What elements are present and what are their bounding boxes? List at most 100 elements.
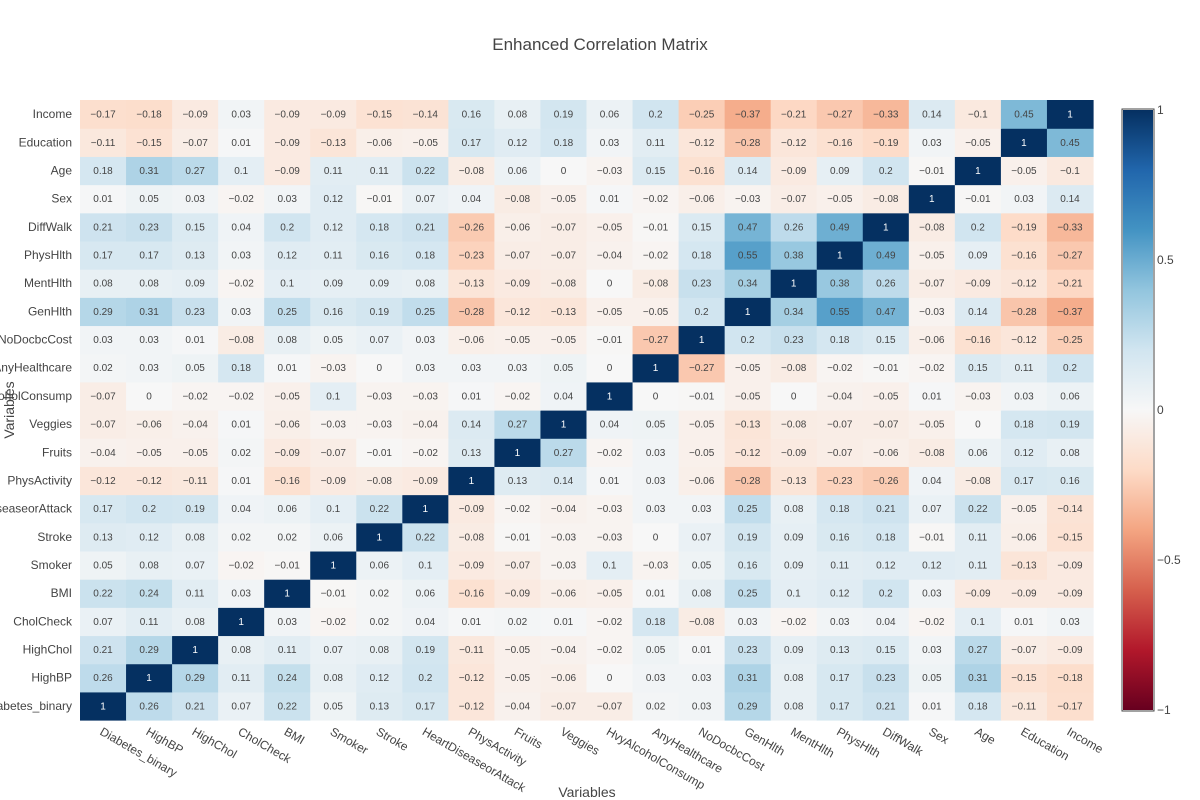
heatmap-cell bbox=[126, 466, 173, 496]
cell-value-label: −0.08 bbox=[781, 420, 807, 431]
cell-value-label: −0.08 bbox=[965, 476, 991, 487]
heatmap-cell bbox=[310, 100, 357, 129]
cell-value-label: 0.01 bbox=[231, 138, 251, 149]
cell-value-label: 0.25 bbox=[416, 307, 436, 318]
cell-value-label: 0.17 bbox=[139, 251, 159, 262]
heatmap-cell bbox=[586, 269, 634, 298]
cell-value-label: 0.27 bbox=[554, 448, 574, 459]
heatmap-cell bbox=[126, 269, 173, 298]
cell-value-label: −0.07 bbox=[90, 391, 116, 402]
cell-value-label: 0.03 bbox=[1014, 391, 1034, 402]
cell-value-label: −0.05 bbox=[551, 335, 577, 346]
heatmap-cell bbox=[724, 269, 772, 298]
heatmap-cell bbox=[586, 240, 634, 270]
cell-value-label: −0.09 bbox=[275, 448, 301, 459]
cell-value-label: −0.09 bbox=[459, 504, 485, 515]
heatmap-cell bbox=[310, 466, 357, 496]
cell-value-label: 0.17 bbox=[93, 504, 113, 515]
cell-value-label: 0.03 bbox=[462, 363, 482, 374]
heatmap-cell bbox=[632, 212, 680, 242]
heatmap-cell bbox=[540, 494, 588, 524]
heatmap-cell bbox=[172, 410, 219, 439]
cell-value-label: −0.13 bbox=[459, 279, 485, 290]
heatmap-cell bbox=[310, 184, 357, 214]
heatmap-cell bbox=[310, 353, 357, 383]
cell-value-label: −0.02 bbox=[229, 194, 255, 205]
cell-value-label: 0.21 bbox=[876, 504, 896, 515]
heatmap-cell bbox=[402, 269, 449, 298]
heatmap-cell bbox=[310, 550, 357, 580]
cell-value-label: 0.22 bbox=[370, 504, 390, 515]
cell-value-label: 0.08 bbox=[231, 645, 251, 656]
cell-value-label: −0.07 bbox=[182, 138, 208, 149]
heatmap-cell bbox=[908, 184, 956, 214]
cell-value-label: 0.01 bbox=[1014, 617, 1034, 628]
cell-value-label: −0.06 bbox=[275, 420, 301, 431]
cell-value-label: 0.19 bbox=[185, 504, 205, 515]
x-tick-label: Fruits bbox=[512, 724, 545, 751]
cell-value-label: −0.03 bbox=[321, 420, 347, 431]
cell-value-label: −0.04 bbox=[505, 701, 531, 712]
heatmap-cell bbox=[816, 550, 864, 580]
heatmap-cell bbox=[402, 100, 449, 129]
heatmap-cell bbox=[724, 128, 772, 157]
heatmap-cell bbox=[816, 156, 864, 186]
cell-value-label: −0.05 bbox=[873, 391, 899, 402]
heatmap-cell bbox=[448, 381, 496, 411]
heatmap-cell bbox=[954, 466, 1002, 496]
cell-value-label: 0.16 bbox=[738, 561, 758, 572]
heatmap-cell bbox=[310, 325, 357, 355]
cell-value-label: −0.06 bbox=[689, 476, 715, 487]
heatmap-cell bbox=[356, 607, 403, 637]
cell-value-label: 0.03 bbox=[692, 504, 712, 515]
heatmap-cell bbox=[724, 353, 772, 383]
cell-value-label: 0.18 bbox=[370, 222, 390, 233]
heatmap-cell bbox=[172, 184, 219, 214]
cell-value-label: 0.18 bbox=[231, 363, 251, 374]
colorbar: 1 0.5 0 −0.5 −1 bbox=[1121, 103, 1181, 717]
cell-value-label: −0.01 bbox=[919, 166, 945, 177]
cell-value-label: 0.03 bbox=[922, 589, 942, 600]
heatmap-cell bbox=[724, 579, 772, 608]
cell-value-label: 0.05 bbox=[922, 673, 942, 684]
heatmap-cell bbox=[908, 438, 956, 467]
heatmap-cell bbox=[908, 607, 956, 637]
cell-value-label: 0.38 bbox=[784, 251, 804, 262]
heatmap-cell bbox=[540, 691, 588, 721]
cell-value-label: −0.07 bbox=[827, 448, 853, 459]
cell-value-label: 0.11 bbox=[278, 645, 297, 656]
cell-value-label: 0.08 bbox=[784, 673, 804, 684]
cell-value-label: −0.14 bbox=[413, 110, 439, 121]
cell-value-label: −0.02 bbox=[505, 504, 531, 515]
heatmap-cell bbox=[1000, 269, 1048, 298]
cell-value-label: 0.11 bbox=[324, 166, 343, 177]
cell-value-label: −0.05 bbox=[643, 307, 669, 318]
cell-value-label: −0.16 bbox=[689, 166, 715, 177]
cell-value-label: 0.03 bbox=[1014, 194, 1034, 205]
heatmap-cell bbox=[448, 438, 496, 467]
cell-value-label: −0.28 bbox=[735, 138, 761, 149]
heatmap-cell bbox=[218, 494, 265, 524]
cell-value-label: 1 bbox=[791, 279, 797, 290]
heatmap-cell bbox=[632, 156, 680, 186]
heatmap-cell bbox=[494, 607, 542, 637]
heatmap-cell bbox=[126, 691, 173, 721]
cell-value-label: −0.08 bbox=[689, 617, 715, 628]
cell-value-label: 0.01 bbox=[185, 335, 205, 346]
heatmap-cell bbox=[172, 128, 219, 157]
heatmap-cell bbox=[770, 269, 818, 298]
heatmap-cell bbox=[770, 240, 818, 270]
cell-value-label: 0.25 bbox=[738, 589, 758, 600]
heatmap-cell bbox=[908, 550, 956, 580]
cell-value-label: 0.11 bbox=[232, 673, 251, 684]
cell-value-label: 0.02 bbox=[646, 701, 666, 712]
heatmap-cell bbox=[356, 663, 403, 693]
cell-value-label: −0.09 bbox=[275, 166, 301, 177]
cell-value-label: 0.03 bbox=[646, 448, 666, 459]
heatmap-cell bbox=[954, 438, 1002, 467]
heatmap-cell bbox=[356, 466, 403, 496]
cell-value-label: 0.45 bbox=[1060, 138, 1080, 149]
cell-value-label: 0.2 bbox=[741, 335, 755, 346]
cell-value-label: 0 bbox=[975, 420, 981, 431]
cell-value-label: 0.22 bbox=[416, 532, 436, 543]
